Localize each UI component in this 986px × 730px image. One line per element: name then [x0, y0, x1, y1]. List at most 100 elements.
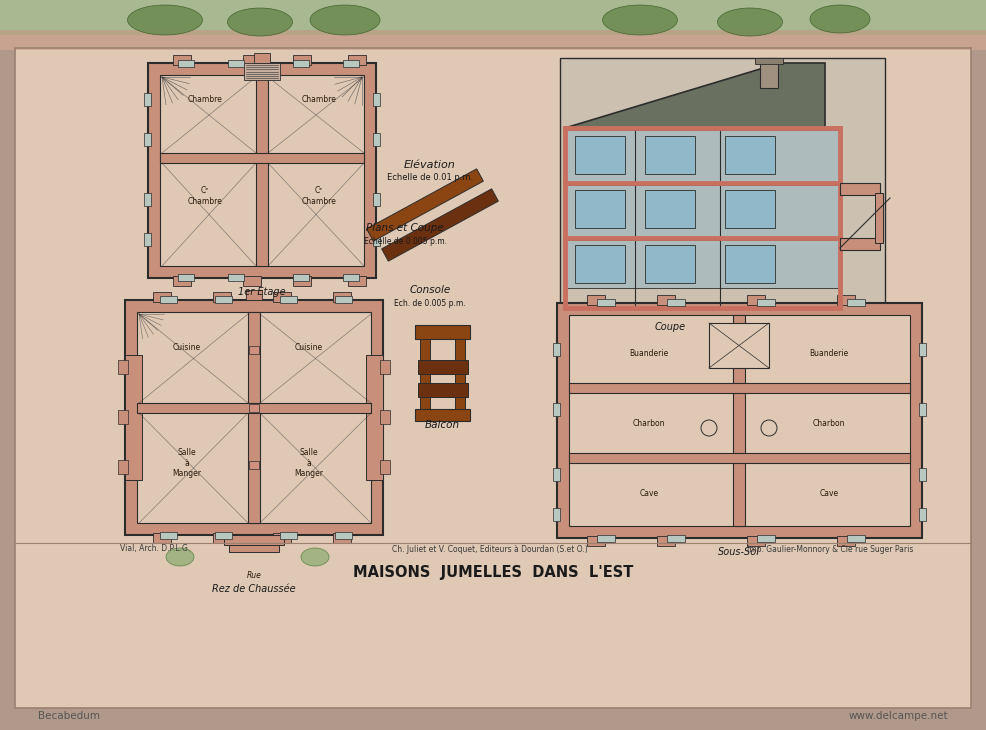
Bar — [645, 245, 695, 283]
Text: Salle
à
Manger: Salle à Manger — [173, 448, 201, 478]
Bar — [455, 339, 465, 409]
Bar — [725, 190, 775, 228]
Bar — [248, 312, 260, 523]
Bar — [256, 75, 268, 266]
Bar — [178, 274, 194, 281]
Text: Cuisine: Cuisine — [295, 342, 323, 352]
Bar — [587, 536, 605, 546]
Text: Cuisine: Cuisine — [173, 342, 201, 352]
Bar — [569, 453, 910, 463]
Text: Cave: Cave — [640, 488, 659, 498]
Bar — [144, 193, 151, 206]
Polygon shape — [367, 169, 483, 241]
Text: Chambre: Chambre — [187, 96, 223, 104]
Bar — [118, 360, 128, 374]
Bar — [597, 299, 615, 306]
Text: Rez de Chaussée: Rez de Chaussée — [212, 584, 296, 594]
Bar — [837, 536, 855, 546]
Bar — [335, 296, 352, 303]
Text: Charbon: Charbon — [633, 418, 666, 428]
Bar — [755, 58, 783, 64]
Bar — [657, 295, 675, 305]
Text: Becabedum: Becabedum — [38, 711, 100, 721]
Bar — [153, 533, 171, 543]
Bar — [575, 136, 625, 174]
Bar — [243, 55, 261, 65]
Bar — [228, 60, 244, 67]
Bar — [249, 346, 259, 354]
Bar — [273, 292, 291, 302]
Bar — [760, 58, 778, 88]
Bar — [847, 299, 865, 306]
Text: Vial, Arch. D.P.L.G.: Vial, Arch. D.P.L.G. — [120, 545, 190, 553]
Bar — [144, 133, 151, 146]
Text: Balcon: Balcon — [424, 420, 459, 430]
Bar — [919, 343, 926, 356]
Polygon shape — [565, 63, 825, 128]
Bar — [837, 295, 855, 305]
Ellipse shape — [310, 5, 380, 35]
Bar — [348, 55, 366, 65]
Bar — [709, 323, 769, 368]
Bar — [560, 58, 885, 313]
Bar — [553, 343, 560, 356]
Bar — [366, 355, 383, 480]
Bar — [173, 276, 191, 286]
Bar — [565, 240, 840, 288]
Bar — [125, 355, 142, 480]
Bar — [420, 339, 430, 409]
Bar — [575, 245, 625, 283]
Bar — [597, 535, 615, 542]
Bar — [273, 533, 291, 543]
Bar — [335, 532, 352, 539]
Bar — [343, 274, 359, 281]
Text: Salle
à
Manger: Salle à Manger — [295, 448, 323, 478]
Bar — [228, 274, 244, 281]
Text: Charbon: Charbon — [812, 418, 845, 428]
Bar — [919, 468, 926, 481]
Bar — [733, 315, 745, 526]
Bar — [565, 130, 840, 182]
Bar — [757, 535, 775, 542]
Bar — [148, 63, 376, 278]
Bar — [565, 240, 840, 288]
Bar — [553, 468, 560, 481]
Bar — [160, 153, 364, 163]
Text: Console: Console — [409, 285, 451, 295]
Bar — [569, 315, 910, 526]
Bar — [919, 508, 926, 521]
Bar — [215, 532, 232, 539]
Bar — [565, 130, 840, 182]
Bar — [373, 133, 380, 146]
Bar — [280, 296, 297, 303]
Text: 1er Etage: 1er Etage — [239, 287, 286, 297]
Bar — [160, 296, 177, 303]
Bar — [343, 60, 359, 67]
Bar — [587, 295, 605, 305]
Ellipse shape — [228, 8, 293, 36]
Bar — [565, 185, 840, 237]
Bar — [244, 63, 280, 80]
Text: Echelle de 0.005 p.m.: Echelle de 0.005 p.m. — [364, 237, 447, 247]
Bar — [160, 75, 364, 266]
Bar — [747, 295, 765, 305]
Bar — [415, 409, 470, 421]
Text: www.delcampe.net: www.delcampe.net — [848, 711, 948, 721]
Bar — [373, 233, 380, 246]
Bar — [575, 190, 625, 228]
Bar — [847, 535, 865, 542]
Bar — [333, 292, 351, 302]
Bar — [657, 536, 675, 546]
Bar — [0, 0, 986, 50]
Bar — [246, 290, 262, 300]
Bar — [415, 325, 470, 339]
Bar — [840, 183, 880, 195]
Bar — [224, 535, 284, 545]
Bar — [229, 545, 279, 552]
Bar — [213, 533, 231, 543]
Bar — [919, 403, 926, 416]
Text: Plans et Coupe: Plans et Coupe — [366, 223, 444, 233]
Bar — [254, 53, 270, 63]
Text: Elévation: Elévation — [404, 160, 456, 170]
Polygon shape — [382, 189, 498, 261]
